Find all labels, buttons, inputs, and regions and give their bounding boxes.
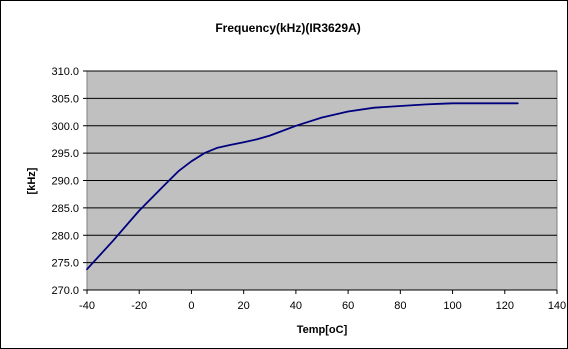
x-tick-label: -20 — [131, 300, 147, 312]
y-tick-label: 305.0 — [51, 93, 79, 105]
series-group — [86, 102, 519, 271]
gridlines — [87, 70, 557, 291]
x-tick-label: 140 — [548, 300, 566, 312]
x-tick-label: 80 — [394, 300, 406, 312]
series-line — [86, 102, 519, 271]
x-tick-label: 120 — [496, 300, 514, 312]
x-tick-label: 0 — [188, 300, 194, 312]
x-tick-label: 40 — [290, 300, 302, 312]
y-tick-label: 285.0 — [51, 203, 79, 215]
x-axis-label: Temp[oC] — [297, 324, 348, 336]
x-tick-label: 60 — [342, 300, 354, 312]
y-tick-label: 300.0 — [51, 121, 79, 133]
x-tick-label: 20 — [238, 300, 250, 312]
y-axis-label: [kHz] — [26, 167, 38, 194]
y-tick-label: 275.0 — [51, 258, 79, 270]
y-tick-label: 310.0 — [51, 66, 79, 78]
y-tick-label: 295.0 — [51, 148, 79, 160]
y-tick-label: 270.0 — [51, 285, 79, 297]
x-axis-ticks: -40 -20 0 20 40 60 80 100 120 140 — [79, 290, 566, 312]
y-axis-ticks: 310.0 305.0 300.0 295.0 290.0 285.0 280.0 275.0… — [51, 66, 87, 297]
y-tick-label: 290.0 — [51, 176, 79, 188]
chart-title: Frequency(kHz)(IR3629A) — [215, 21, 360, 35]
x-tick-label: 100 — [443, 300, 461, 312]
x-tick-label: -40 — [79, 300, 95, 312]
y-tick-label: 280.0 — [51, 230, 79, 242]
